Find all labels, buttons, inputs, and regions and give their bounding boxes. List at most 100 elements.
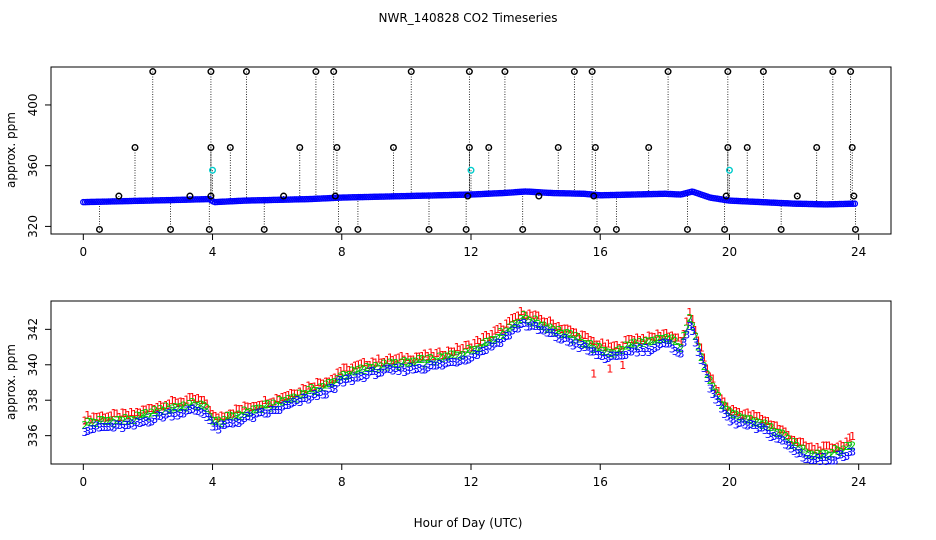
- series-3-marker: 3: [172, 407, 179, 420]
- series-3-marker: 3: [256, 407, 263, 420]
- series-3-marker: 3: [619, 350, 626, 363]
- series-3-marker: 3: [355, 372, 362, 385]
- series-3-marker: 3: [358, 370, 365, 383]
- bottom-y-tick-label: 340: [26, 353, 40, 376]
- series-3-marker: 3: [119, 422, 126, 435]
- series-1-marker: 1: [346, 364, 353, 377]
- series-1-marker: 1: [459, 342, 466, 355]
- series-1-marker: 1: [686, 306, 693, 319]
- series-2-marker: 2: [151, 404, 158, 417]
- bottom-x-tick-label: 20: [722, 475, 737, 489]
- series-2-marker: 2: [765, 421, 772, 434]
- series-3-marker: 3: [646, 346, 653, 359]
- outlier-point: [724, 143, 732, 151]
- series-3-marker: 3: [494, 336, 501, 349]
- outlier-point: [167, 225, 175, 233]
- series-1-marker: 1: [166, 397, 173, 410]
- series-2-marker: 2: [509, 320, 516, 333]
- series-2-marker: 2: [105, 415, 112, 428]
- series-1-marker: 1: [718, 393, 725, 406]
- series-2-marker: 2: [590, 343, 597, 356]
- series-3-marker: 3: [459, 354, 466, 367]
- series-1-marker: 1: [698, 341, 705, 354]
- series-3-marker: 3: [523, 320, 530, 333]
- series-1-marker: 1: [436, 345, 443, 358]
- outlier-point: [554, 143, 562, 151]
- series-2-marker: 2: [195, 400, 202, 413]
- series-2-marker: 2: [273, 400, 280, 413]
- outlier-point: [131, 143, 139, 151]
- series-2-marker: 2: [425, 353, 432, 366]
- series-2-marker: 2: [148, 406, 155, 419]
- series-2-marker: 2: [849, 439, 856, 452]
- series-1-marker: 1: [81, 414, 88, 427]
- outlier-point: [464, 192, 472, 200]
- series-3-marker: 3: [683, 328, 690, 341]
- series-3-marker: 3: [393, 362, 400, 375]
- series-2-marker: 2: [352, 365, 359, 378]
- series-2-marker: 2: [90, 416, 97, 429]
- series-1-marker: 1: [198, 394, 205, 407]
- series-3-marker: 3: [320, 389, 327, 402]
- series-3-marker: 3: [224, 418, 231, 431]
- series-1-marker: 1: [532, 309, 539, 322]
- series-1-marker: 1: [625, 333, 632, 346]
- series-1-marker: 1: [669, 330, 676, 343]
- series-2-marker: 2: [169, 403, 176, 416]
- series-3-marker: 3: [774, 432, 781, 445]
- series-1-marker: 1: [125, 409, 132, 422]
- series-2-marker: 2: [125, 415, 132, 428]
- series-3-marker: 3: [442, 357, 449, 370]
- series-1-marker: 1: [244, 401, 251, 414]
- series-2-marker: 2: [651, 334, 658, 347]
- series-2-marker: 2: [808, 449, 815, 462]
- series-3-marker: 3: [99, 421, 106, 434]
- series-2-marker: 2: [291, 391, 298, 404]
- outlier-point: [721, 225, 729, 233]
- series-3-marker: 3: [143, 415, 150, 428]
- series-3-marker: 3: [573, 338, 580, 351]
- series-2-marker: 2: [672, 335, 679, 348]
- series-1-marker: 1: [803, 440, 810, 453]
- series-1-marker: 1: [96, 410, 103, 423]
- series-1-marker: 1: [820, 440, 827, 453]
- outlier-point: [759, 68, 767, 76]
- series-1-marker: 1: [538, 313, 545, 326]
- series-3-marker: 3: [160, 411, 167, 424]
- series-2-marker: 2: [398, 357, 405, 370]
- series-2-marker: 2: [771, 425, 778, 438]
- series-2-marker: 2: [323, 379, 330, 392]
- series-1-marker: 1: [797, 435, 804, 448]
- series-3-marker: 3: [727, 416, 734, 429]
- outlier-point: [296, 143, 304, 151]
- series-2-marker: 2: [532, 314, 539, 327]
- series-1-marker: 1: [337, 365, 344, 378]
- series-1-marker: 1: [195, 392, 202, 405]
- series-2-marker: 2: [468, 345, 475, 358]
- series-2-marker: 2: [486, 335, 493, 348]
- series-2-marker: 2: [753, 415, 760, 428]
- series-3-marker: 3: [666, 338, 673, 351]
- series-2-marker: 2: [305, 384, 312, 397]
- series-3-marker: 3: [675, 347, 682, 360]
- series-3-marker: 3: [302, 392, 309, 405]
- series-2-marker: 2: [683, 322, 690, 335]
- series-3-marker: 3: [718, 403, 725, 416]
- series-2-marker: 2: [364, 361, 371, 374]
- series-1-marker: 1: [573, 326, 580, 339]
- series-2-marker: 2: [378, 361, 385, 374]
- series-1-marker: 1: [628, 333, 635, 346]
- series-2-marker: 2: [270, 398, 277, 411]
- series-3-marker: 3: [404, 364, 411, 377]
- series-3-marker: 3: [317, 386, 324, 399]
- series-3-marker: 3: [509, 325, 516, 338]
- series-2-marker: 2: [736, 411, 743, 424]
- series-1-marker: 1: [811, 443, 818, 456]
- series-1-marker: 1: [154, 401, 161, 414]
- series-2-marker: 2: [826, 449, 833, 462]
- series-3-marker: 3: [340, 376, 347, 389]
- series-2-marker: 2: [503, 326, 510, 339]
- series-2-marker: 2: [238, 410, 245, 423]
- series-1-marker: 1: [762, 415, 769, 428]
- series-2-marker: 2: [614, 345, 621, 358]
